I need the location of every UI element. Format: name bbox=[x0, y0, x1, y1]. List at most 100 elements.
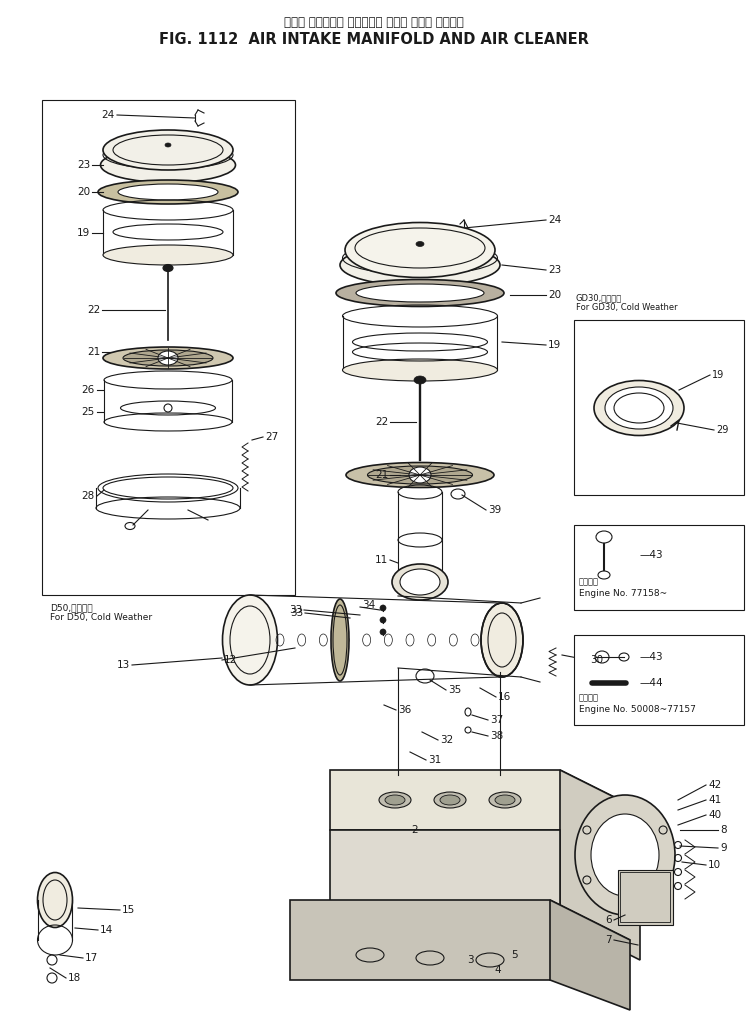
Ellipse shape bbox=[575, 795, 675, 915]
Text: 19: 19 bbox=[76, 228, 90, 238]
Text: 42: 42 bbox=[708, 780, 721, 790]
Text: —43: —43 bbox=[639, 550, 663, 560]
Ellipse shape bbox=[605, 387, 673, 429]
Text: 40: 40 bbox=[708, 810, 721, 820]
Ellipse shape bbox=[345, 222, 495, 278]
Text: 23: 23 bbox=[76, 160, 90, 170]
Ellipse shape bbox=[100, 147, 235, 183]
Text: 19: 19 bbox=[548, 340, 561, 350]
Ellipse shape bbox=[400, 570, 440, 595]
Polygon shape bbox=[290, 900, 630, 980]
Text: FIG. 1112  AIR INTAKE MANIFOLD AND AIR CLEANER: FIG. 1112 AIR INTAKE MANIFOLD AND AIR CL… bbox=[159, 33, 589, 47]
Text: —44: —44 bbox=[639, 678, 663, 688]
Text: 41: 41 bbox=[708, 795, 721, 805]
Ellipse shape bbox=[596, 531, 612, 543]
Ellipse shape bbox=[340, 244, 500, 286]
Text: 34: 34 bbox=[362, 600, 375, 610]
Text: D50,寒冷仕様: D50,寒冷仕様 bbox=[50, 603, 93, 612]
Text: 3: 3 bbox=[467, 955, 473, 965]
Ellipse shape bbox=[380, 629, 386, 635]
Text: 14: 14 bbox=[100, 925, 113, 935]
Bar bbox=[42, 100, 295, 595]
Text: 21: 21 bbox=[87, 347, 100, 357]
Ellipse shape bbox=[342, 359, 497, 381]
Text: 30: 30 bbox=[590, 655, 603, 665]
Text: 8: 8 bbox=[720, 825, 727, 835]
Ellipse shape bbox=[103, 130, 233, 170]
Ellipse shape bbox=[380, 605, 386, 611]
Ellipse shape bbox=[489, 792, 521, 808]
Text: 28: 28 bbox=[82, 491, 95, 501]
Text: 22: 22 bbox=[87, 305, 100, 315]
Ellipse shape bbox=[158, 351, 178, 365]
Ellipse shape bbox=[409, 467, 431, 483]
Text: 27: 27 bbox=[265, 432, 278, 442]
Text: 32: 32 bbox=[440, 735, 453, 745]
Ellipse shape bbox=[331, 599, 349, 681]
Text: 31: 31 bbox=[428, 755, 441, 765]
Text: 6: 6 bbox=[605, 915, 612, 925]
Text: 25: 25 bbox=[82, 407, 95, 417]
Ellipse shape bbox=[346, 463, 494, 487]
Text: 5: 5 bbox=[512, 950, 518, 960]
Ellipse shape bbox=[165, 143, 171, 147]
Ellipse shape bbox=[103, 347, 233, 369]
Ellipse shape bbox=[440, 795, 460, 805]
Text: 35: 35 bbox=[448, 685, 461, 695]
Text: 33: 33 bbox=[289, 605, 302, 615]
Text: 15: 15 bbox=[122, 905, 136, 915]
Text: Engine No. 50008~77157: Engine No. 50008~77157 bbox=[579, 704, 696, 713]
Ellipse shape bbox=[123, 350, 213, 366]
Ellipse shape bbox=[414, 376, 426, 384]
Ellipse shape bbox=[379, 792, 411, 808]
Ellipse shape bbox=[495, 795, 515, 805]
Bar bbox=[618, 870, 673, 925]
Text: 4: 4 bbox=[494, 965, 501, 975]
Polygon shape bbox=[560, 770, 640, 960]
Bar bbox=[574, 525, 744, 610]
Text: 29: 29 bbox=[716, 425, 728, 435]
Ellipse shape bbox=[98, 180, 238, 204]
Ellipse shape bbox=[481, 603, 523, 677]
Polygon shape bbox=[330, 770, 640, 870]
Text: 20: 20 bbox=[77, 187, 90, 197]
Ellipse shape bbox=[594, 380, 684, 436]
Bar bbox=[620, 872, 670, 922]
Text: 適用号機: 適用号機 bbox=[579, 578, 599, 587]
Text: 21: 21 bbox=[374, 470, 388, 480]
Ellipse shape bbox=[368, 466, 473, 484]
Ellipse shape bbox=[416, 242, 424, 247]
Text: 7: 7 bbox=[605, 935, 612, 945]
Text: 2: 2 bbox=[412, 825, 418, 835]
Ellipse shape bbox=[392, 564, 448, 600]
Text: 26: 26 bbox=[82, 386, 95, 395]
Bar bbox=[574, 320, 744, 495]
Text: 12: 12 bbox=[224, 655, 237, 665]
Ellipse shape bbox=[222, 595, 277, 685]
Polygon shape bbox=[550, 900, 630, 1009]
Text: 適用号機: 適用号機 bbox=[579, 694, 599, 702]
Text: 39: 39 bbox=[488, 505, 501, 515]
Ellipse shape bbox=[163, 264, 173, 271]
Text: 24: 24 bbox=[102, 110, 115, 120]
Ellipse shape bbox=[37, 873, 73, 927]
Text: 20: 20 bbox=[548, 290, 561, 300]
Ellipse shape bbox=[118, 184, 218, 200]
Text: GD30,寒冷仕様: GD30,寒冷仕様 bbox=[576, 293, 622, 302]
Text: 22: 22 bbox=[374, 417, 388, 427]
Text: 33: 33 bbox=[290, 608, 303, 618]
Bar bbox=[574, 635, 744, 725]
Text: —43: —43 bbox=[639, 652, 663, 662]
Ellipse shape bbox=[591, 814, 659, 896]
Text: 24: 24 bbox=[548, 215, 561, 225]
Text: 9: 9 bbox=[720, 843, 727, 853]
Text: Engine No. 77158~: Engine No. 77158~ bbox=[579, 588, 667, 597]
Ellipse shape bbox=[380, 617, 386, 623]
Text: 36: 36 bbox=[398, 705, 411, 715]
Text: 16: 16 bbox=[498, 692, 512, 702]
Polygon shape bbox=[330, 830, 560, 920]
Text: For D50, Cold Weather: For D50, Cold Weather bbox=[50, 613, 152, 622]
Text: 10: 10 bbox=[708, 860, 721, 870]
Ellipse shape bbox=[336, 280, 504, 306]
Ellipse shape bbox=[356, 284, 484, 302]
